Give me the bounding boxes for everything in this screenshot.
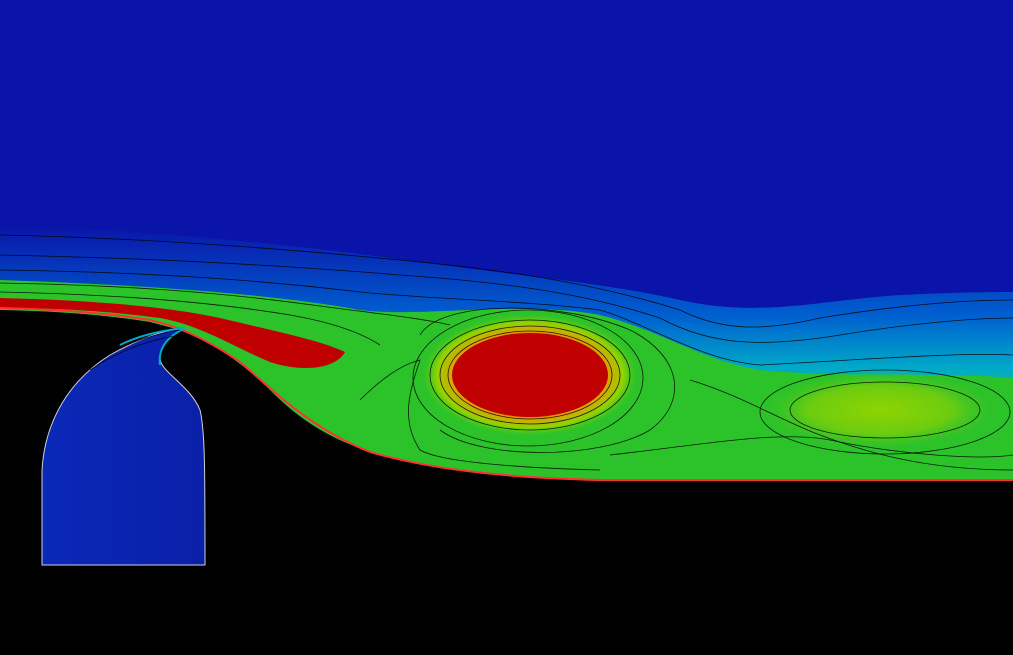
- ramp-and-downstream-wall: [0, 310, 1013, 655]
- wall-edge-line: [0, 307, 1013, 481]
- contour-lines: [0, 234, 1013, 471]
- primary-vortex-core: [452, 333, 608, 417]
- upstream-boundary-layer: [0, 298, 345, 368]
- cavity-lip: [119, 327, 186, 366]
- secondary-vortex: [760, 370, 1000, 450]
